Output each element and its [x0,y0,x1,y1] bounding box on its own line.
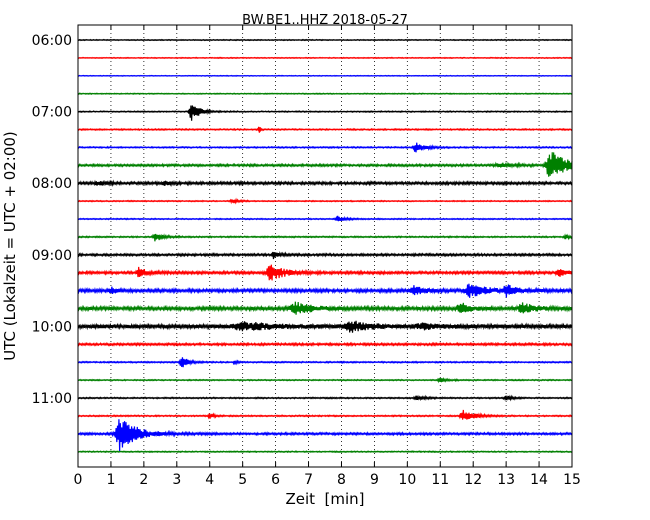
x-tick-label: 9 [370,472,379,488]
y-tick-label: 07:00 [32,105,72,121]
trace-1045 [77,376,573,384]
trace-1000 [77,320,573,333]
x-tick-label: 8 [337,472,346,488]
y-tick-label: 06:00 [32,33,72,49]
x-tick-label: 1 [106,472,115,488]
grid-layer [110,25,540,467]
x-tick-label: 4 [205,472,214,488]
trace-0600 [77,38,573,42]
y-tick-label: 11:00 [32,391,72,407]
x-tick-label: 10 [398,472,416,488]
x-tick-label: 12 [464,472,482,488]
traces-layer [77,38,573,454]
trace-1030 [77,357,573,368]
trace-0845 [77,233,573,242]
trace-0945 [77,301,573,315]
x-axis: 0 1 2 3 4 5 6 7 8 9 10 11 12 13 14 15 [74,25,581,488]
trace-0700 [77,105,573,121]
y-axis-label: UTC (Lokalzeit = UTC + 02:00) [1,131,19,361]
trace-0900 [77,250,573,260]
trace-1100 [77,394,573,402]
trace-0815 [77,197,573,205]
trace-1015 [77,341,573,347]
x-tick-label: 0 [74,472,83,488]
trace-0830 [77,215,573,222]
x-tick-label: 3 [172,472,181,488]
trace-0915 [77,264,573,281]
y-axis: 06:00 07:00 08:00 09:00 10:00 11:00 [32,33,572,407]
trace-1130 [77,419,573,452]
x-tick-label: 2 [139,472,148,488]
trace-1145 [77,450,573,454]
x-tick-label: 15 [563,472,581,488]
x-tick-label: 6 [271,472,280,488]
plot-frame [77,24,573,468]
x-tick-label: 7 [304,472,313,488]
y-tick-label: 10:00 [32,319,72,335]
trace-0615 [77,56,573,60]
chart-title: BW.BE1..HHZ 2018-05-27 [242,13,408,28]
trace-0630 [77,74,573,77]
y-tick-label: 08:00 [32,176,72,192]
trace-0715 [77,126,573,133]
x-axis-label: Zeit [min] [285,490,364,508]
trace-0800 [77,179,573,187]
x-tick-label: 11 [431,472,449,488]
x-tick-label: 13 [497,472,515,488]
x-tick-label: 5 [238,472,247,488]
trace-0645 [77,92,573,95]
trace-0930 [77,283,573,298]
x-tick-label: 14 [530,472,548,488]
trace-0745 [77,152,573,177]
trace-0730 [77,142,573,153]
y-tick-label: 09:00 [32,248,72,264]
trace-1115 [77,409,573,420]
